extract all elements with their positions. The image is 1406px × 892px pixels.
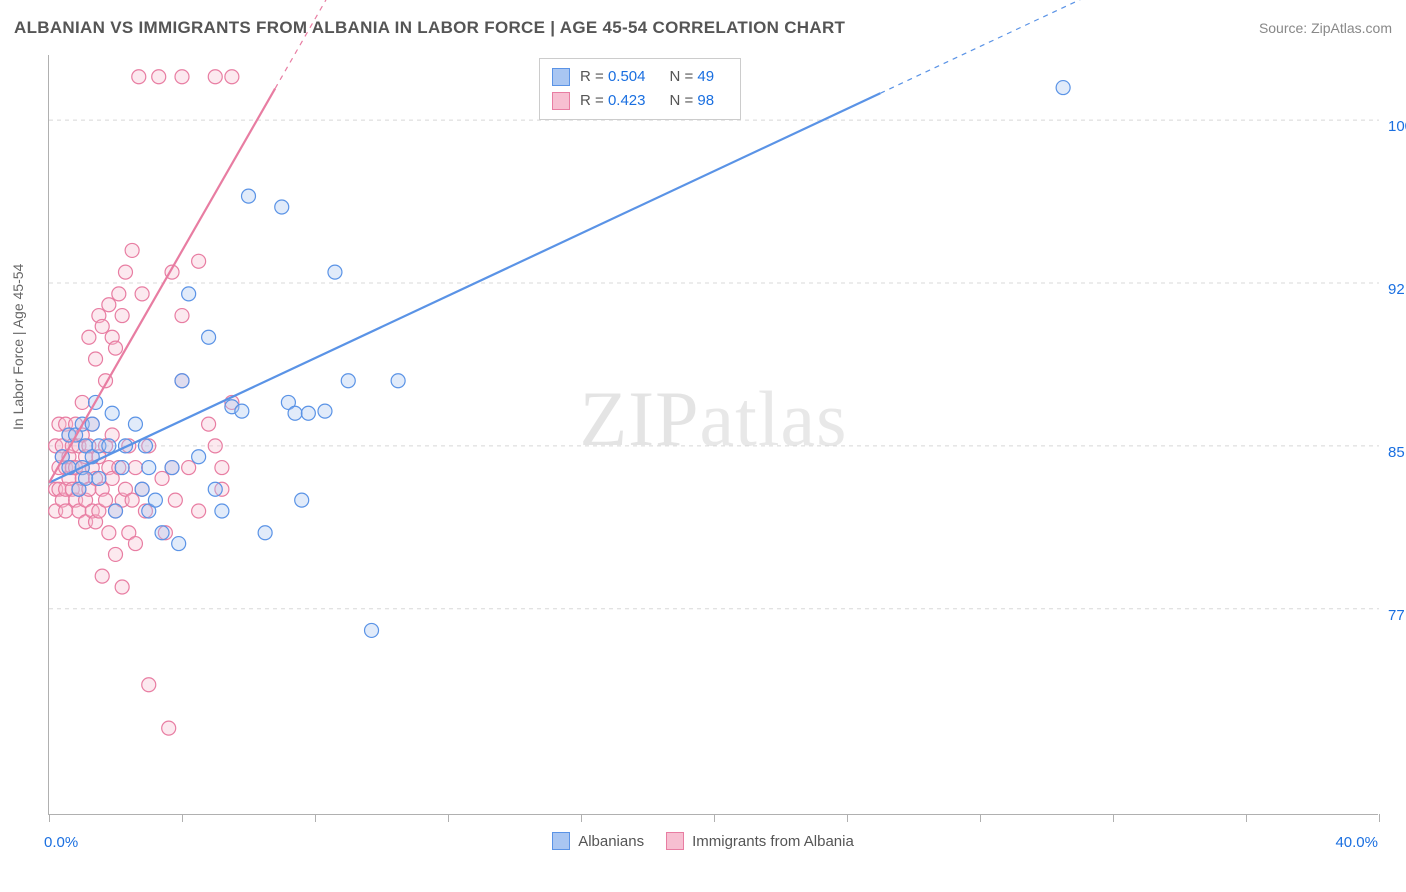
legend-stats-row: R = 0.423 N = 98 (552, 89, 728, 113)
legend-stats: R = 0.504 N = 49 R = 0.423 N = 98 (539, 58, 741, 120)
stat-n-label: N = 98 (669, 89, 728, 113)
legend-label-albanians: Albanians (578, 833, 644, 850)
legend-stats-row: R = 0.504 N = 49 (552, 65, 728, 89)
chart-container: ALBANIAN VS IMMIGRANTS FROM ALBANIA IN L… (0, 0, 1406, 892)
stat-r-label: R = 0.423 (580, 89, 659, 113)
y-axis-title: In Labor Force | Age 45-54 (10, 264, 26, 430)
x-tick (1246, 814, 1247, 822)
stat-r-val-1: 0.504 (608, 68, 646, 85)
y-tick-label: 77.5% (1388, 607, 1406, 624)
stat-n-label: N = 49 (669, 65, 728, 89)
x-tick (1113, 814, 1114, 822)
plot-svg (49, 55, 1378, 814)
stat-n-val-2: 98 (697, 92, 714, 109)
x-tick (315, 814, 316, 822)
swatch-albanians (552, 68, 570, 86)
x-tick (49, 814, 50, 822)
swatch-immigrants (552, 92, 570, 110)
chart-header: ALBANIAN VS IMMIGRANTS FROM ALBANIA IN L… (14, 18, 1392, 38)
legend-bottom: Albanians Immigrants from Albania (0, 832, 1406, 850)
stat-r-label: R = 0.504 (580, 65, 659, 89)
swatch-immigrants-icon (666, 832, 684, 850)
legend-item-albanians: Albanians (552, 832, 644, 850)
x-tick (847, 814, 848, 822)
stat-n-val-1: 49 (697, 68, 714, 85)
y-tick-label: 92.5% (1388, 281, 1406, 298)
stat-r-val-2: 0.423 (608, 92, 646, 109)
x-tick (714, 814, 715, 822)
x-tick (448, 814, 449, 822)
chart-source: Source: ZipAtlas.com (1259, 20, 1392, 36)
legend-item-immigrants: Immigrants from Albania (666, 832, 854, 850)
x-tick (980, 814, 981, 822)
x-tick (581, 814, 582, 822)
chart-title: ALBANIAN VS IMMIGRANTS FROM ALBANIA IN L… (14, 18, 845, 38)
y-tick-label: 85.0% (1388, 444, 1406, 461)
legend-label-immigrants: Immigrants from Albania (692, 833, 854, 850)
plot-area: ZIPatlas R = 0.504 N = 49 R = 0.423 N = … (48, 55, 1378, 815)
x-tick (182, 814, 183, 822)
y-tick-label: 100.0% (1388, 118, 1406, 135)
x-tick (1379, 814, 1380, 822)
swatch-albanians-icon (552, 832, 570, 850)
